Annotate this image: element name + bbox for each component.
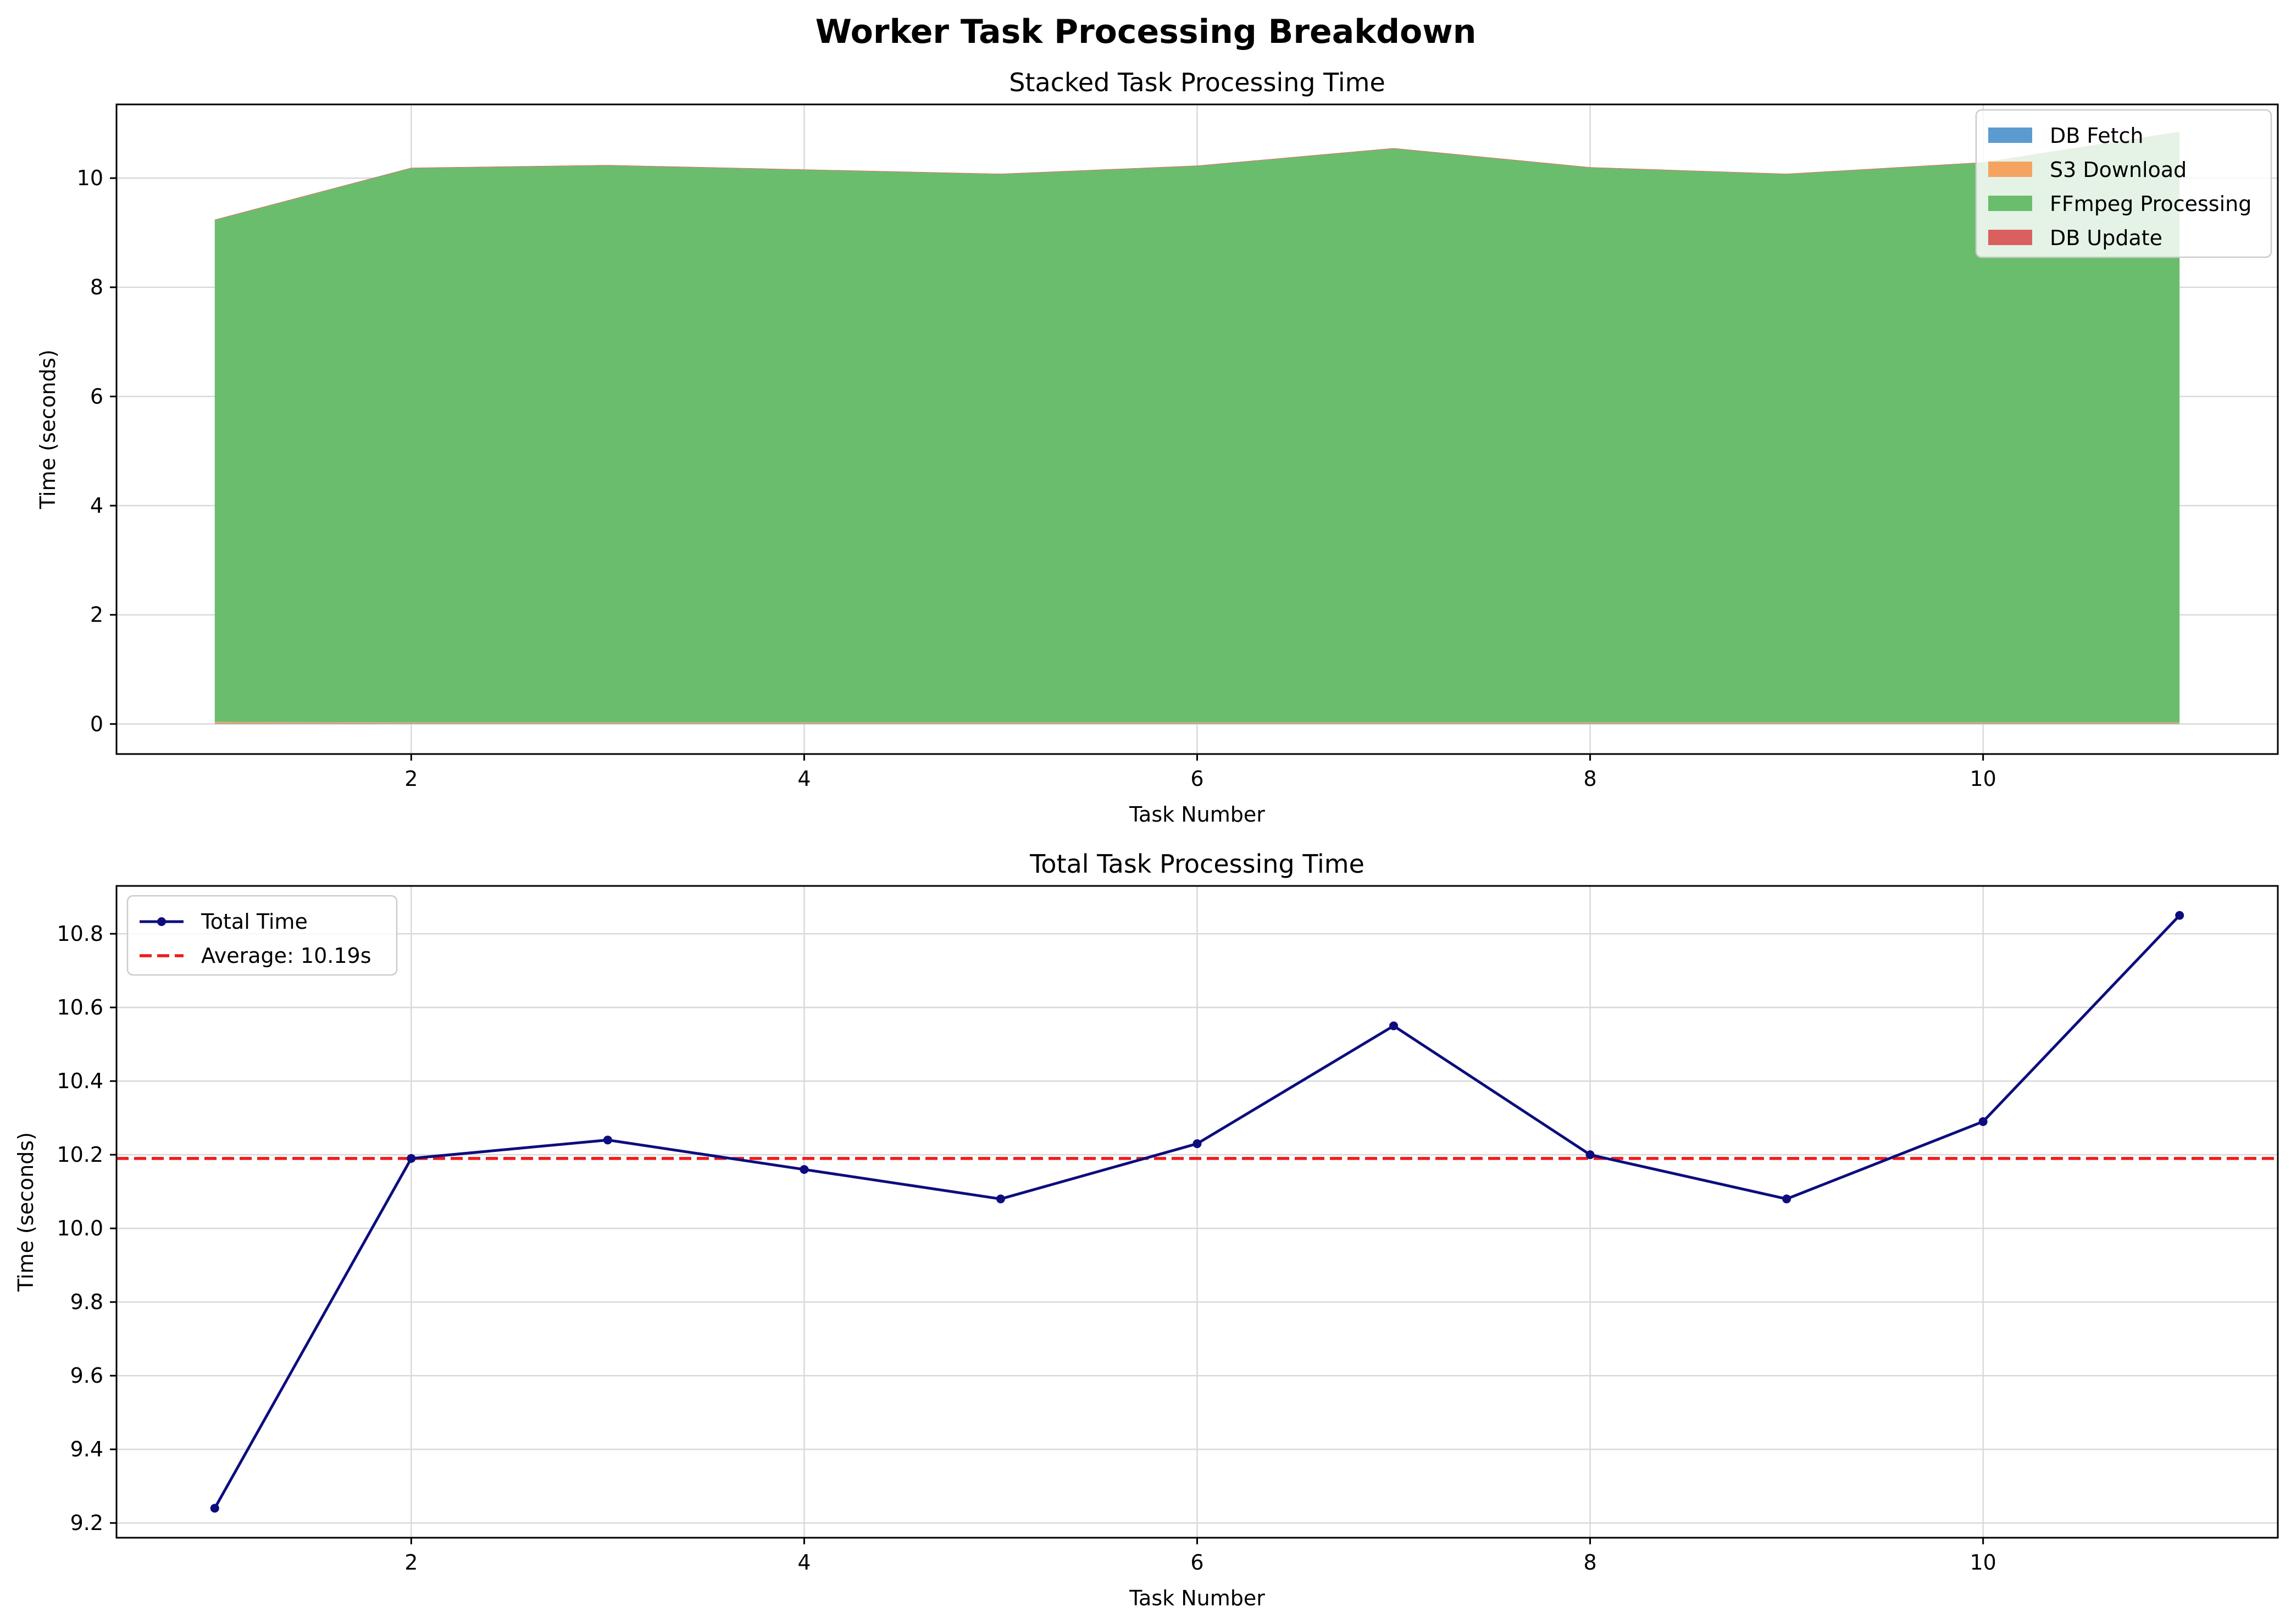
- legend: DB Fetch S3 Download FFmpeg Processing DB U…: [1975, 109, 2272, 258]
- data-point: [1978, 1117, 1988, 1126]
- y-tick-label: 2: [90, 603, 103, 627]
- y-tick-label: 4: [90, 494, 103, 518]
- x-tick-label: 10: [1970, 1550, 1996, 1575]
- data-point: [1782, 1194, 1791, 1204]
- legend-label: DB Fetch: [2050, 124, 2143, 148]
- area-series-ffmpeg-processing: [214, 132, 2180, 723]
- data-point: [1389, 1021, 1399, 1030]
- legend-swatch: [1988, 196, 2032, 211]
- x-tick-label: 6: [1190, 767, 1203, 791]
- area-series-s3-download: [214, 722, 2180, 724]
- y-tick-label: 9.2: [70, 1511, 103, 1535]
- y-tick-label: 10.6: [57, 995, 103, 1019]
- legend-swatch: [1988, 230, 2032, 245]
- legend-box: [1975, 109, 2272, 258]
- plot-area: [214, 131, 2180, 724]
- chart-title: Total Task Processing Time: [1029, 849, 1364, 879]
- y-tick-label: 9.8: [70, 1290, 103, 1314]
- data-point: [603, 1135, 612, 1145]
- legend-label: Average: 10.19s: [201, 944, 371, 968]
- y-tick-label: 10.0: [57, 1216, 103, 1240]
- y-tick-label: 10.8: [57, 922, 103, 946]
- data-point: [1192, 1139, 1202, 1149]
- data-point: [996, 1194, 1005, 1204]
- y-axis-label: Time (seconds): [14, 1132, 38, 1292]
- x-tick-label: 4: [797, 767, 811, 791]
- y-tick-label: 10.2: [57, 1143, 103, 1167]
- stacked-area-chart: Stacked Task Processing Time 2 4 6 8 10 0 2 4 6 8 1…: [36, 68, 2279, 827]
- legend-swatch-marker: [157, 917, 166, 926]
- total-time-line-chart: Total Task Processing Time 2 4 6 8 10 9.2 9.4 9.…: [14, 849, 2279, 1610]
- legend-box: [126, 895, 398, 976]
- y-tick-label: 9.6: [70, 1364, 103, 1388]
- y-tick-label: 6: [90, 384, 103, 408]
- data-point: [210, 1504, 219, 1513]
- data-point: [1585, 1150, 1595, 1160]
- legend-label: Total Time: [201, 910, 308, 934]
- legend: Total Time Average: 10.19s: [126, 895, 398, 976]
- y-tick-label: 8: [90, 275, 103, 300]
- plot-area: [117, 911, 2278, 1513]
- y-tick-label: 10.4: [57, 1069, 103, 1093]
- figure-title: Worker Task Processing Breakdown: [816, 13, 1477, 51]
- x-tick-label: 2: [404, 767, 418, 791]
- legend-label: S3 Download: [2050, 158, 2187, 182]
- y-tick-label: 0: [90, 712, 103, 736]
- area-series-db-fetch: [214, 723, 2180, 724]
- data-point: [407, 1154, 416, 1163]
- x-tick-label: 2: [404, 1550, 418, 1575]
- x-tick-label: 8: [1583, 1550, 1596, 1575]
- legend-swatch: [1988, 128, 2032, 143]
- x-tick-label: 6: [1190, 1550, 1203, 1575]
- legend-swatch: [1988, 162, 2032, 177]
- chart-title: Stacked Task Processing Time: [1009, 68, 1385, 97]
- legend-label: DB Update: [2050, 226, 2162, 250]
- data-point: [800, 1165, 809, 1174]
- x-tick-label: 8: [1583, 767, 1596, 791]
- x-tick-label: 4: [797, 1550, 811, 1575]
- legend-label: FFmpeg Processing: [2050, 192, 2251, 216]
- x-axis-label: Task Number: [1129, 1586, 1265, 1610]
- y-axis-label: Time (seconds): [36, 350, 60, 509]
- x-tick-label: 10: [1970, 767, 1996, 791]
- x-axis-label: Task Number: [1129, 802, 1265, 827]
- y-tick-label: 9.4: [70, 1437, 103, 1461]
- data-point: [2175, 911, 2184, 920]
- y-tick-label: 10: [77, 166, 103, 190]
